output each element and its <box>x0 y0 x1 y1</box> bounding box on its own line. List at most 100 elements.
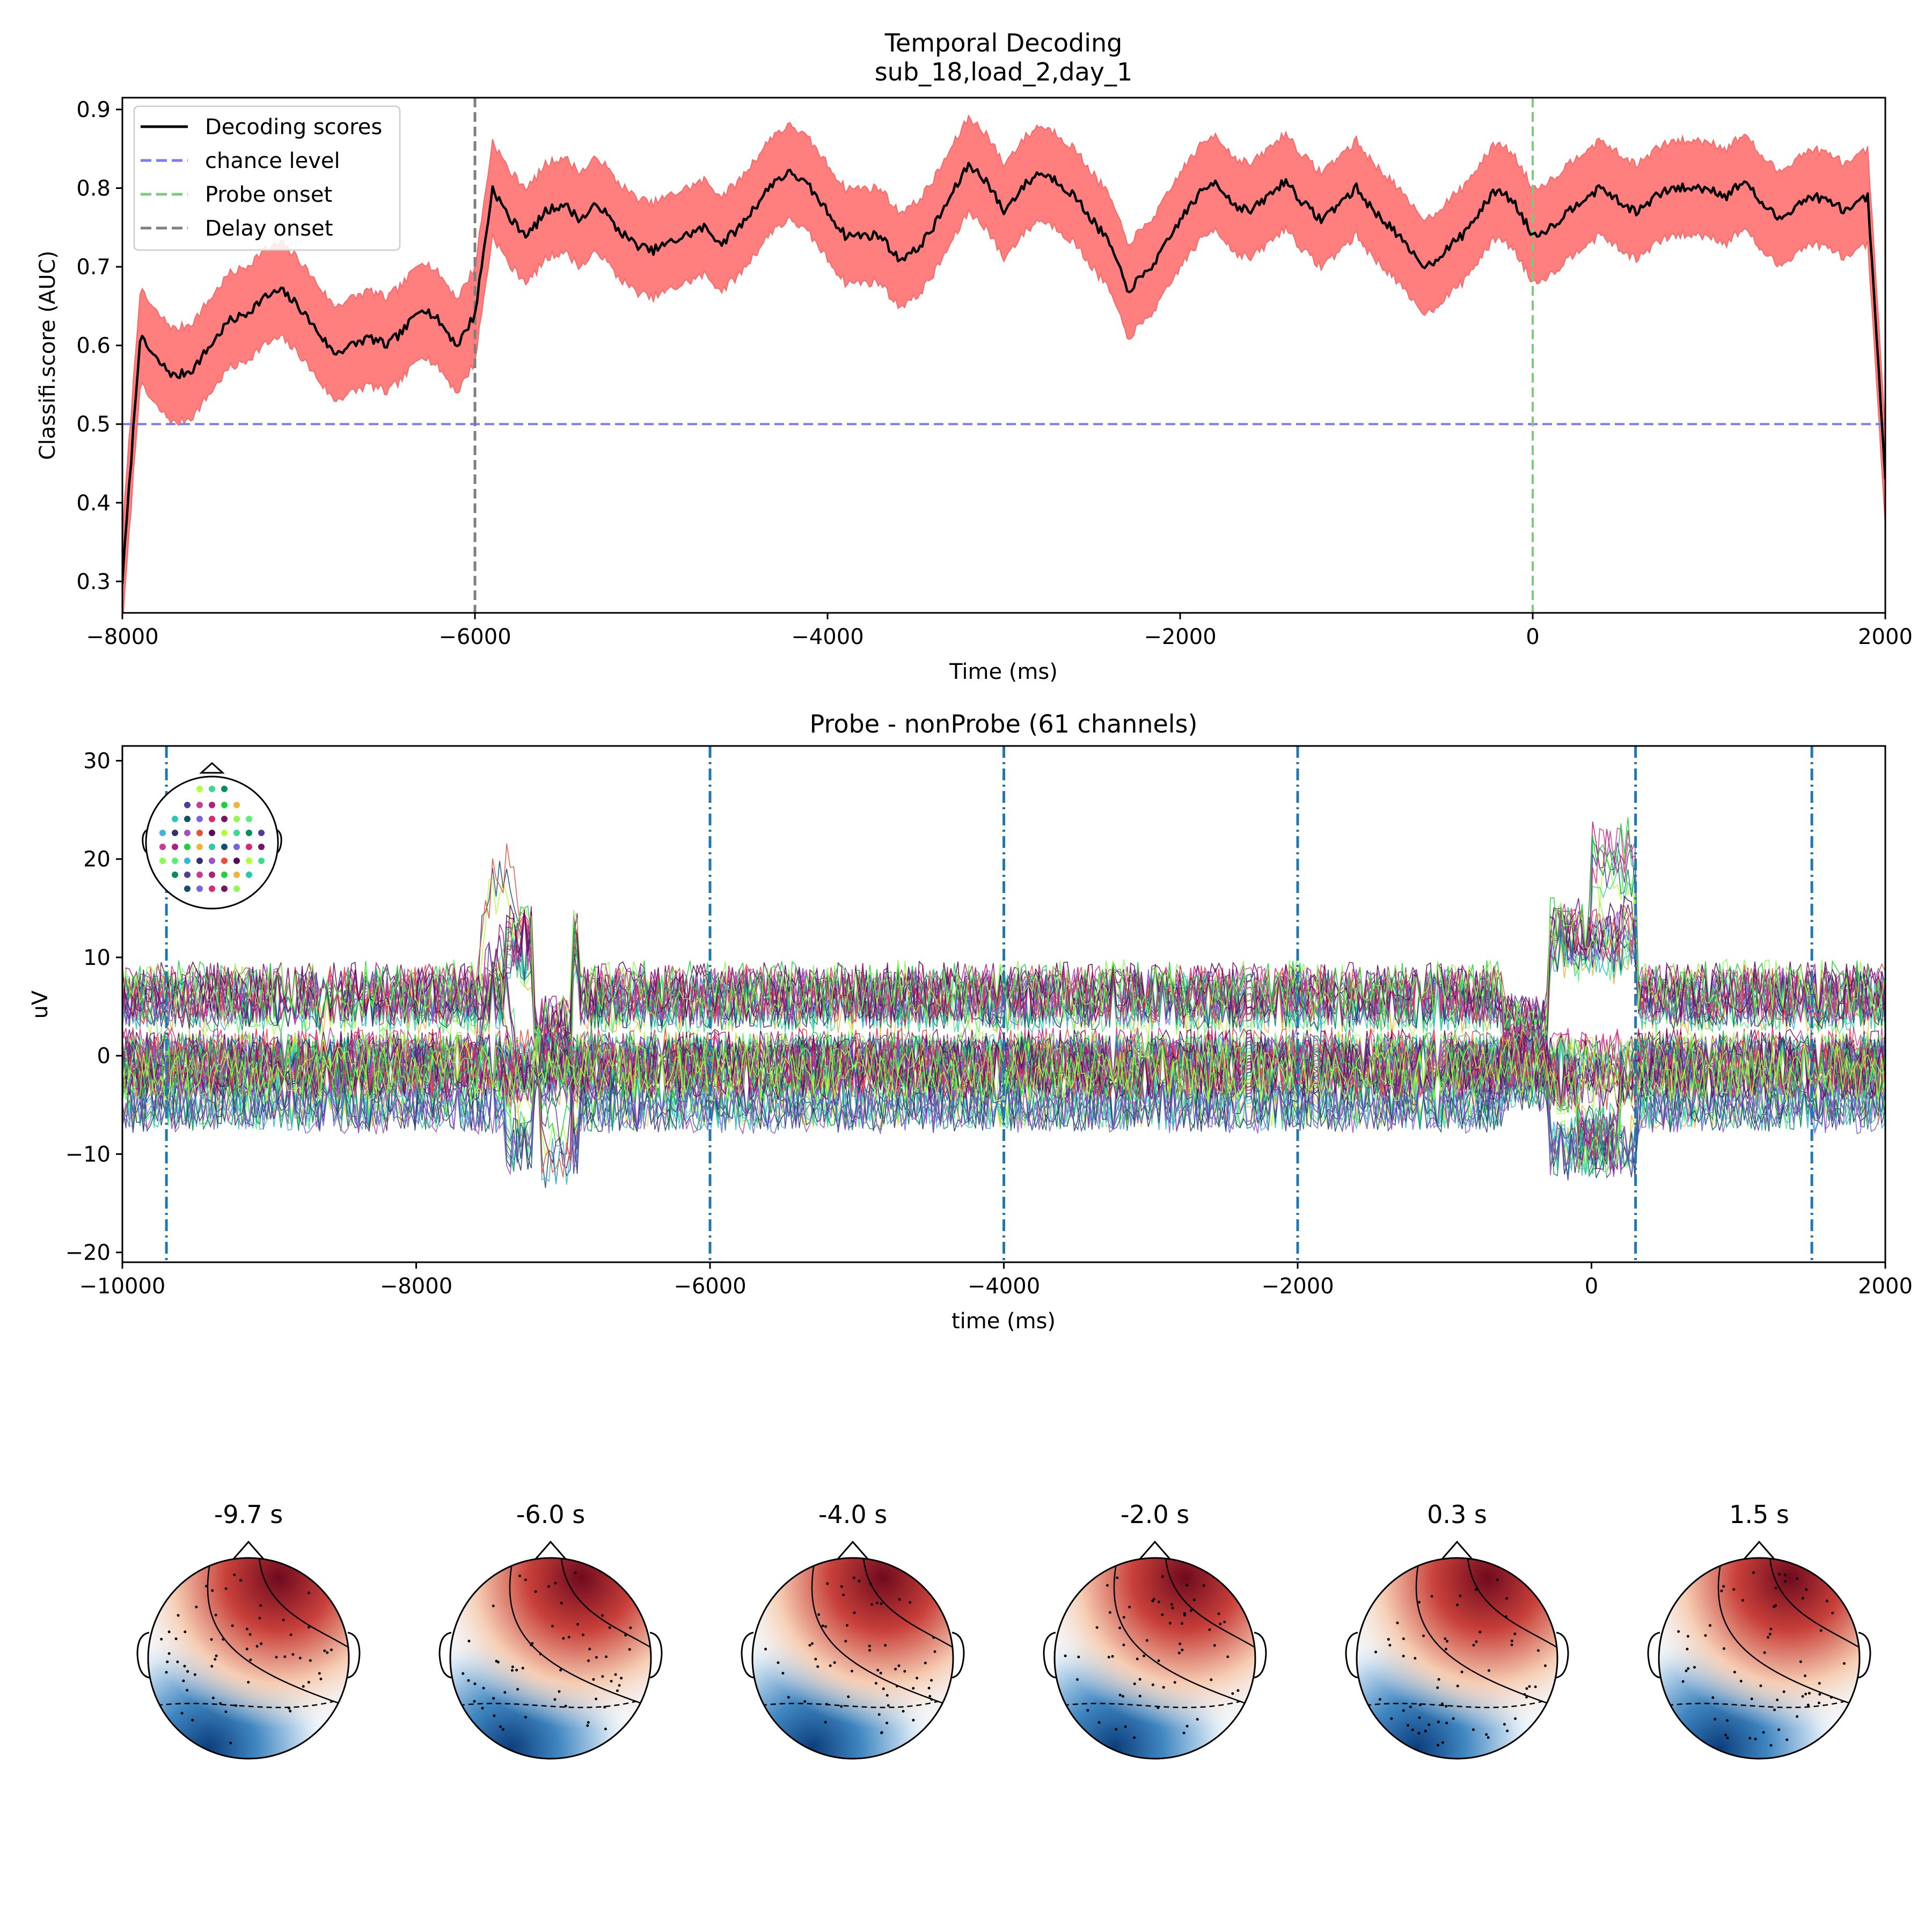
topomap-sensor <box>291 1653 295 1656</box>
legend-box <box>133 105 401 251</box>
topomap-sensor <box>803 1700 807 1703</box>
topomap-sensor <box>874 1682 877 1685</box>
topomap-sensor <box>1818 1693 1821 1696</box>
decoding-x-tick-label: 2000 <box>1858 625 1913 649</box>
topomap-right-ear <box>952 1631 965 1679</box>
topomap-nose <box>1138 1540 1172 1560</box>
topomap-sensor <box>1390 1717 1393 1720</box>
topomap-sensor <box>180 1711 184 1715</box>
topomap-sensor <box>275 1656 278 1659</box>
topomap-sensor <box>1487 1736 1490 1739</box>
topomap-sensor <box>1818 1682 1821 1685</box>
topomap-sensor <box>903 1670 906 1673</box>
topomap-sensor <box>616 1689 619 1692</box>
topomap-sensor <box>307 1591 310 1594</box>
topomap-title-1: -9.7 s <box>214 1500 283 1529</box>
decoding-scores-line <box>122 162 1885 584</box>
topomap-field <box>1357 1558 1557 1759</box>
inset-sensor-dot <box>246 816 252 822</box>
erp-y-tick-label: 10 <box>83 946 111 970</box>
topomap-sensor <box>1459 1594 1462 1597</box>
topomap-sensor <box>1157 1600 1160 1604</box>
inset-sensor-dot <box>209 844 215 850</box>
topomap-sensor <box>1185 1725 1189 1728</box>
topomap-sensor <box>787 1696 790 1699</box>
topomap-sensor <box>933 1650 936 1653</box>
topomap-sensor <box>816 1665 819 1668</box>
topomap-sensor <box>1711 1696 1715 1699</box>
topomap-positive-field <box>148 1558 349 1759</box>
topomap-sensor <box>1217 1612 1220 1615</box>
topomap-sensor <box>826 1582 829 1585</box>
topomap-sensor <box>186 1670 189 1673</box>
topomap-nose <box>533 1540 568 1560</box>
topomap-sensor <box>1151 1683 1154 1686</box>
topomap-sensor <box>521 1666 524 1670</box>
topomap-sensor <box>882 1687 885 1690</box>
topomap-sensor <box>592 1678 595 1681</box>
topomap-sensor <box>1724 1733 1728 1737</box>
topomap-sensor <box>496 1660 500 1664</box>
topomap-sensor <box>869 1582 872 1585</box>
topomap-sensor <box>1704 1634 1707 1637</box>
topomap-sensor <box>1422 1634 1425 1637</box>
topomap-sensor <box>233 1574 236 1577</box>
topomap-sensor <box>560 1601 563 1605</box>
topomap-sensor <box>1720 1589 1723 1592</box>
topomap-sensor <box>887 1704 890 1707</box>
inset-sensor-dot <box>209 802 215 808</box>
topomap-sensor <box>595 1656 598 1659</box>
topomap-sensor <box>1829 1696 1833 1699</box>
topomap-sensor <box>564 1704 567 1708</box>
topomap-sensor <box>1097 1721 1101 1724</box>
topomap-sensor <box>1534 1685 1537 1688</box>
topomap-sensor <box>1143 1654 1146 1657</box>
topomap-sensor <box>1819 1629 1823 1632</box>
topomap-sensor <box>880 1602 883 1605</box>
topomap-field <box>450 1558 651 1759</box>
topomap-sensor <box>1437 1744 1440 1747</box>
topomap-sensor <box>482 1687 485 1690</box>
topomap-sensor <box>1722 1647 1725 1650</box>
topomap-sensor <box>1681 1680 1685 1683</box>
topomap-sensor <box>845 1624 848 1627</box>
topomap-sensor <box>884 1644 887 1647</box>
inset-sensor-dot <box>196 786 203 792</box>
topomap-sensor <box>1138 1694 1141 1697</box>
topomap-sensor <box>1777 1728 1781 1731</box>
inset-sensor-dot <box>221 872 228 878</box>
topomap-sensor <box>1768 1633 1772 1636</box>
erp-panel: Probe - nonProbe (61 channels) −10000 −80… <box>28 709 1913 1334</box>
inset-sensor-dot <box>172 858 178 864</box>
topomap-sensor <box>551 1624 554 1628</box>
topomap-sensor <box>1076 1678 1079 1681</box>
topomap-contour <box>1113 1558 1255 1708</box>
topomap-right-ear <box>1556 1631 1569 1679</box>
topomap-sensor <box>928 1695 932 1698</box>
topomap-sensor <box>1157 1659 1160 1663</box>
sensor-layout-inset <box>142 762 282 910</box>
topomap-sensor <box>245 1627 248 1630</box>
topomap-sensor <box>1151 1599 1154 1602</box>
erp-x-ticks: −10000 −8000 −6000 −4000 −2000 0 2000 <box>79 1262 1913 1299</box>
topomap-contour <box>509 1558 651 1708</box>
topomap-sensor <box>1133 1682 1136 1685</box>
topomap-sensor <box>516 1688 519 1691</box>
topomap-sensor <box>1417 1732 1421 1735</box>
topomap-sensor <box>249 1658 252 1662</box>
decoding-axes-frame <box>121 97 1886 614</box>
topomap-sensor <box>1111 1655 1114 1658</box>
topomap-head-outline <box>1356 1557 1558 1760</box>
topomap-sensor <box>1805 1588 1808 1591</box>
topomap-sensor <box>1525 1695 1528 1699</box>
topomap-sensor <box>1783 1574 1787 1577</box>
topomap-contour-negative <box>148 1700 335 1708</box>
topomap-sensor <box>1402 1655 1405 1658</box>
inset-sensor-dot <box>221 786 228 792</box>
topomap-sensor <box>1523 1693 1526 1696</box>
topomap-sensor <box>211 1696 215 1700</box>
channel-trace <box>122 893 1885 1051</box>
topomap-sensor <box>259 1604 262 1607</box>
topomap-sensor <box>462 1672 465 1675</box>
topomap-sensor <box>1726 1736 1729 1739</box>
